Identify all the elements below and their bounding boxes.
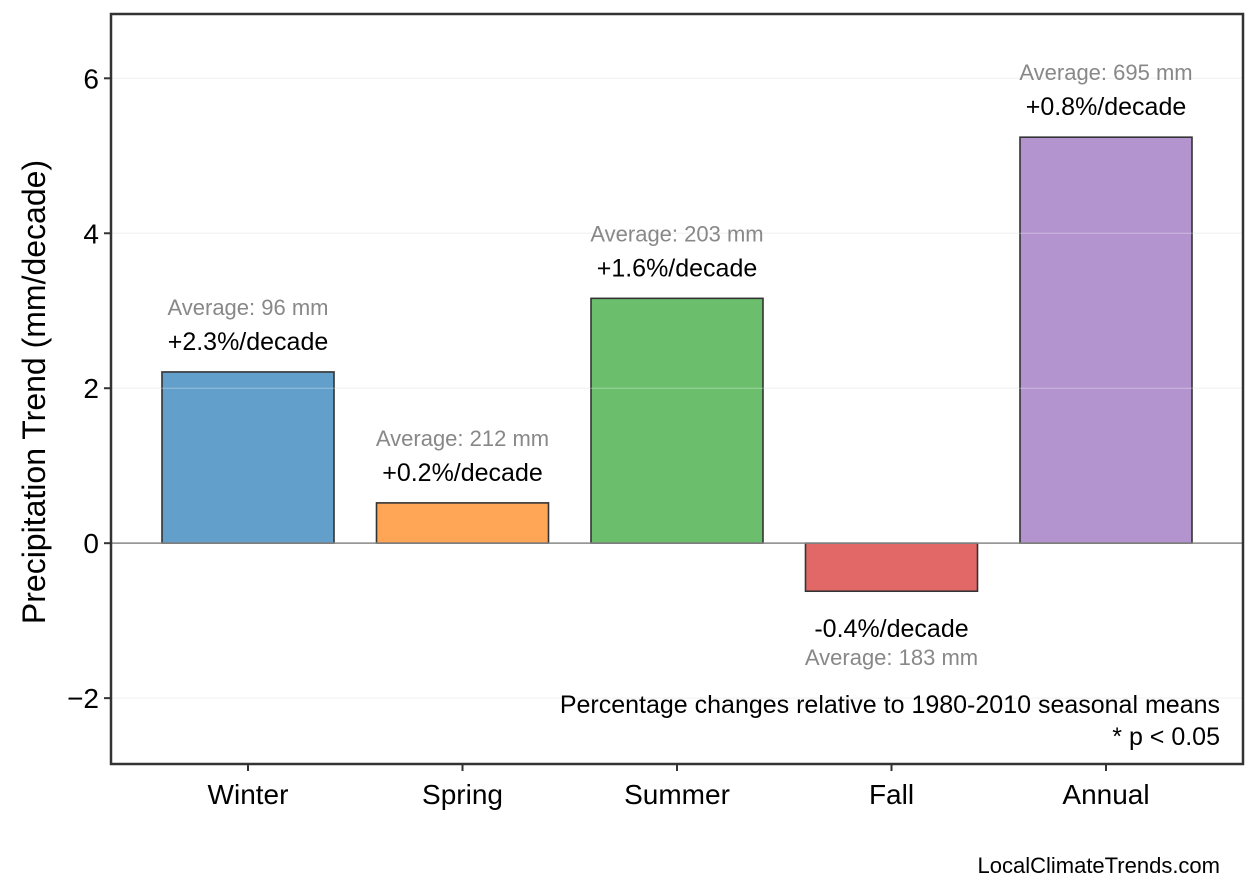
percent-label: +1.6%/decade (597, 254, 758, 282)
bar-spring (375, 502, 550, 544)
plot-frame (109, 12, 1245, 766)
x-tick-label: Fall (869, 779, 914, 810)
x-tick-label: Spring (422, 779, 503, 810)
x-tick-label: Winter (208, 779, 289, 810)
y-tick-label: 2 (83, 373, 99, 404)
percent-label: +0.8%/decade (1026, 93, 1187, 121)
bar-summer (590, 297, 764, 544)
average-label: Average: 212 mm (376, 426, 549, 451)
y-axis-label: Precipitation Trend (mm/decade) (16, 160, 52, 624)
bar-winter (161, 371, 335, 544)
bar-labels: +2.3%/decade Average: 96 mm +0.2%/decade Av… (167, 60, 1192, 670)
y-tick-label: 0 (83, 528, 99, 559)
annotation-line-1: Percentage changes relative to 1980-2010… (560, 691, 1220, 719)
grid-overlay (111, 77, 1243, 699)
average-label: Average: 203 mm (590, 221, 763, 246)
average-label: Average: 183 mm (805, 645, 978, 670)
x-tick-label: Summer (624, 779, 730, 810)
axes: −2 0 2 4 6 Winter Spring Summer Fall Annual (67, 12, 1245, 810)
average-label: Average: 96 mm (167, 295, 328, 320)
credit-text: LocalClimateTrends.com (978, 853, 1221, 878)
bars (161, 136, 1193, 593)
bar-annual (1019, 136, 1193, 544)
percent-label: +2.3%/decade (168, 328, 329, 356)
y-tick-label: −2 (67, 683, 99, 714)
average-label: Average: 695 mm (1019, 60, 1192, 85)
percent-label: -0.4%/decade (814, 615, 968, 643)
x-tick-label: Annual (1062, 779, 1149, 810)
percent-label: +0.2%/decade (382, 459, 543, 487)
y-tick-label: 6 (83, 63, 99, 94)
bar-fall (804, 542, 979, 593)
annotation-line-2: * p < 0.05 (1112, 723, 1220, 751)
y-tick-label: 4 (83, 218, 99, 249)
